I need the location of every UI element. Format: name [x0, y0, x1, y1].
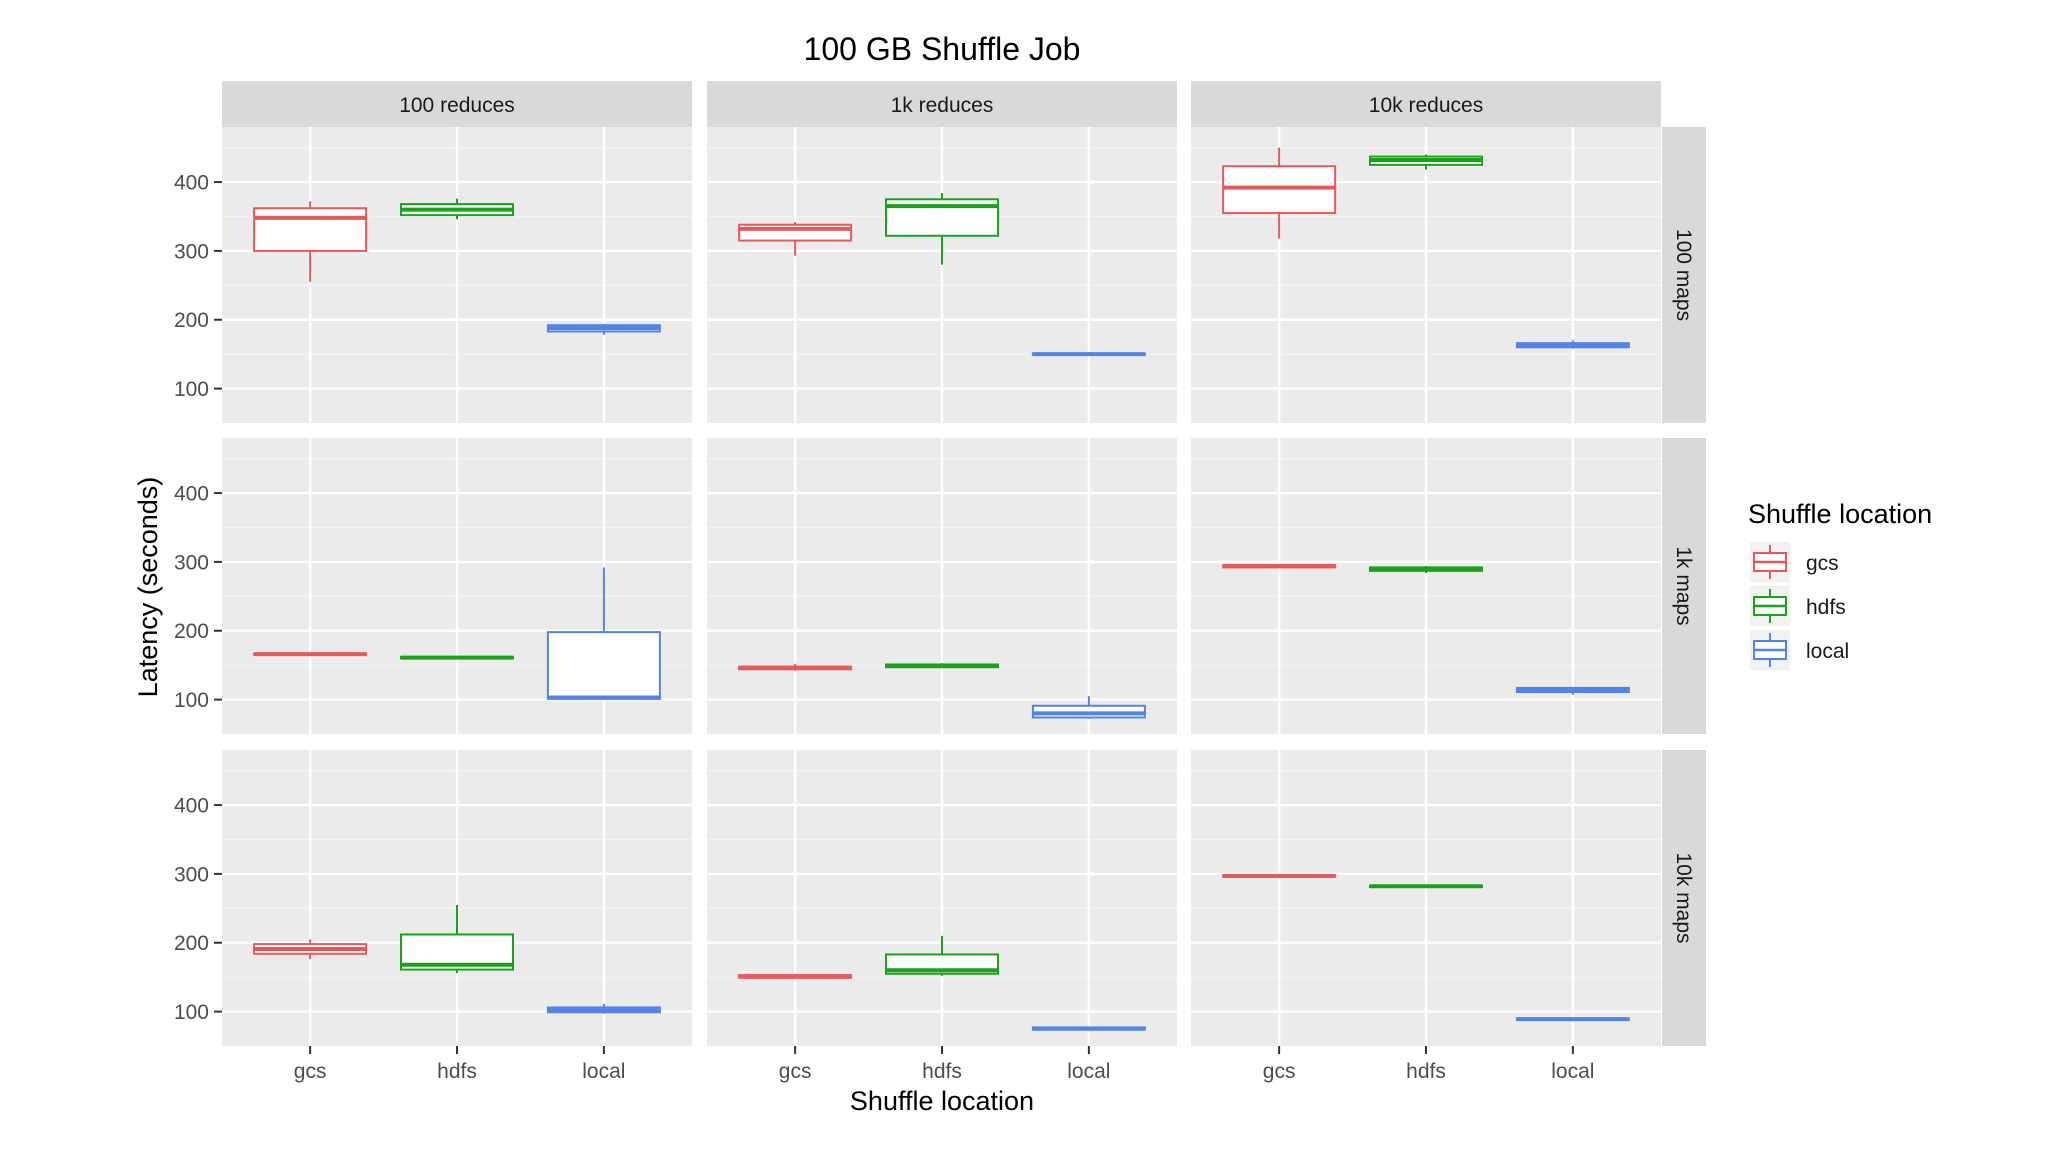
facet-strip-label: 100 maps	[1672, 229, 1695, 321]
box-gcs	[738, 221, 853, 256]
facet-strip-label: 10k reduces	[1369, 94, 1483, 117]
box-body	[546, 631, 661, 700]
facet-strip-100-maps	[1662, 127, 1706, 423]
facet-strip-label: 1k reduces	[891, 94, 994, 117]
box-hdfs	[400, 904, 514, 974]
facet-strip-label: 100 reduces	[399, 94, 515, 117]
facet-panel-100-maps-100-reduces	[222, 127, 692, 423]
facet-strip-1k-maps	[1662, 438, 1706, 734]
facet-strip-10k-reduces	[1191, 81, 1661, 127]
box-hdfs	[1369, 884, 1483, 889]
x-axis-title: Shuffle location	[850, 1086, 1034, 1116]
x-tick-label: hdfs	[437, 1060, 477, 1083]
x-tick-label: local	[582, 1060, 625, 1083]
box-gcs	[738, 974, 853, 979]
box-gcs	[738, 663, 853, 671]
facet-panel-100-maps-1k-reduces	[707, 127, 1177, 423]
facet-strip-100-reduces	[222, 81, 692, 127]
box-hdfs	[1369, 566, 1483, 573]
legend-item-label: hdfs	[1806, 596, 1846, 619]
legend-item-label: gcs	[1806, 552, 1839, 575]
box-gcs	[253, 652, 368, 657]
y-tick-label: 300	[174, 240, 209, 263]
box-local	[1031, 352, 1146, 357]
facet-strip-label: 1k maps	[1672, 546, 1695, 625]
box-body	[253, 207, 368, 252]
facet-panel-10k-maps-10k-reduces	[1191, 750, 1661, 1046]
box-local	[546, 1004, 661, 1014]
x-tick-label: hdfs	[922, 1060, 962, 1083]
box-local	[546, 323, 661, 335]
legend-item-label: local	[1806, 640, 1849, 663]
box-local	[1031, 1026, 1146, 1031]
facet-panel-1k-maps-1k-reduces	[707, 438, 1177, 734]
x-tick-label: gcs	[1263, 1060, 1296, 1083]
y-tick-label: 100	[174, 1001, 209, 1024]
x-tick-label: local	[1067, 1060, 1110, 1083]
y-axis-title: Latency (seconds)	[133, 477, 163, 698]
box-hdfs	[885, 663, 999, 669]
box-body	[1222, 165, 1337, 215]
box-local	[1515, 686, 1630, 695]
chart-title: 100 GB Shuffle Job	[804, 31, 1081, 67]
y-tick-label: 100	[174, 378, 209, 401]
box-hdfs	[885, 193, 999, 265]
y-tick-label: 400	[174, 483, 209, 506]
y-tick-label: 300	[174, 551, 209, 574]
box-hdfs	[400, 198, 514, 220]
facet-panels: 100 reduces 1k reduces 10k reduces 100 maps…	[174, 81, 1706, 1083]
box-gcs	[1222, 147, 1337, 239]
facet-strip-10k-maps	[1662, 750, 1706, 1046]
box-hdfs	[885, 935, 999, 976]
facet-strip-label: 10k maps	[1672, 852, 1695, 943]
box-gcs	[1222, 564, 1337, 569]
box-hdfs	[1369, 154, 1483, 170]
x-tick-label: gcs	[294, 1060, 327, 1083]
y-tick-label: 200	[174, 309, 209, 332]
y-tick-label: 300	[174, 863, 209, 886]
y-tick-label: 100	[174, 689, 209, 712]
facet-panel-1k-maps-10k-reduces	[1191, 438, 1661, 734]
facet-panel-10k-maps-1k-reduces	[707, 750, 1177, 1046]
legend: Shuffle location gcs hdfs local	[1748, 499, 1932, 670]
facet-strip-1k-reduces	[707, 81, 1177, 127]
box-local	[1031, 696, 1146, 719]
box-local	[1515, 340, 1630, 349]
box-gcs	[253, 201, 368, 282]
box-hdfs	[400, 655, 514, 660]
y-tick-label: 400	[174, 172, 209, 195]
box-local	[1515, 1017, 1630, 1022]
y-tick-label: 200	[174, 932, 209, 955]
x-tick-label: local	[1551, 1060, 1594, 1083]
box-local	[546, 567, 661, 700]
box-gcs	[253, 939, 368, 960]
box-gcs	[1222, 873, 1337, 878]
y-tick-label: 200	[174, 620, 209, 643]
legend-title: Shuffle location	[1748, 499, 1932, 529]
x-tick-label: hdfs	[1406, 1060, 1446, 1083]
y-tick-label: 400	[174, 795, 209, 818]
facet-panel-10k-maps-100-reduces	[222, 750, 692, 1046]
x-tick-label: gcs	[779, 1060, 812, 1083]
